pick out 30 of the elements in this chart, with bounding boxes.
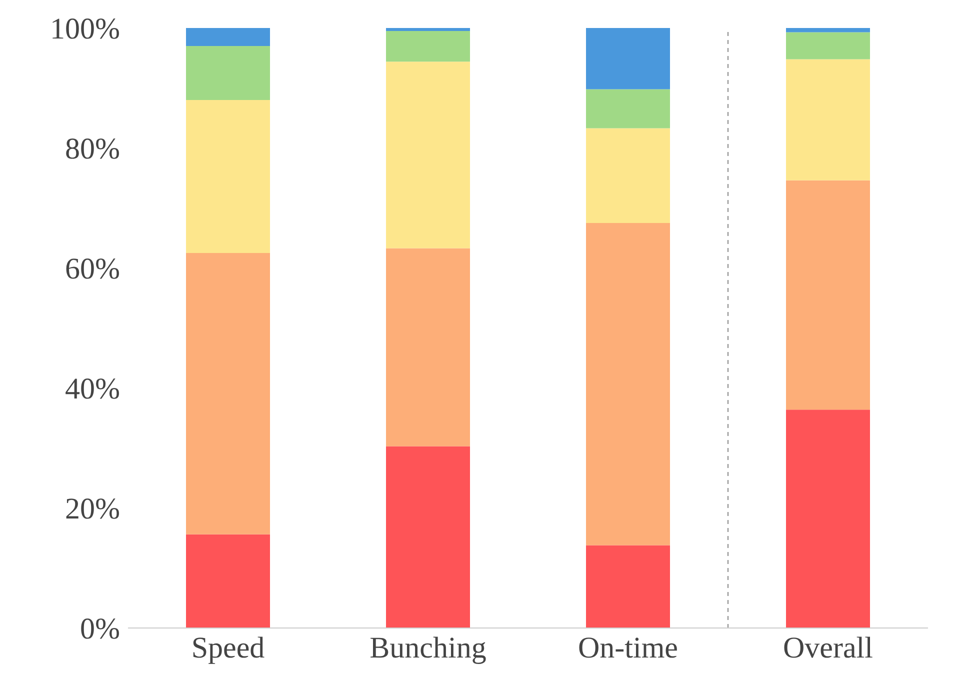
bar [586,128,670,223]
y-tick-label: 60% [65,252,120,286]
x-tick-label: Speed [191,631,265,664]
y-tick-label: 80% [65,132,120,166]
y-tick-label: 0% [80,612,120,646]
bar [186,46,270,100]
x-tick-label: On-time [578,631,678,664]
bar [186,28,270,46]
bar [786,28,870,32]
bar [786,180,870,410]
bar [786,32,870,60]
bar [786,410,870,628]
bar [386,28,470,31]
y-tick-label: 100% [50,12,120,46]
bar [386,31,470,62]
bar [786,59,870,180]
x-tick-label: Overall [783,631,873,664]
bar [386,62,470,248]
bar [586,28,670,90]
bar [186,534,270,628]
y-tick-label: 40% [65,372,120,406]
bar [386,446,470,628]
bar [586,545,670,628]
bar [586,223,670,546]
x-tick-label: Bunching [370,631,486,664]
bar [186,100,270,253]
bar [386,248,470,446]
bar [186,253,270,534]
bar [586,89,670,128]
y-tick-label: 20% [65,492,120,526]
